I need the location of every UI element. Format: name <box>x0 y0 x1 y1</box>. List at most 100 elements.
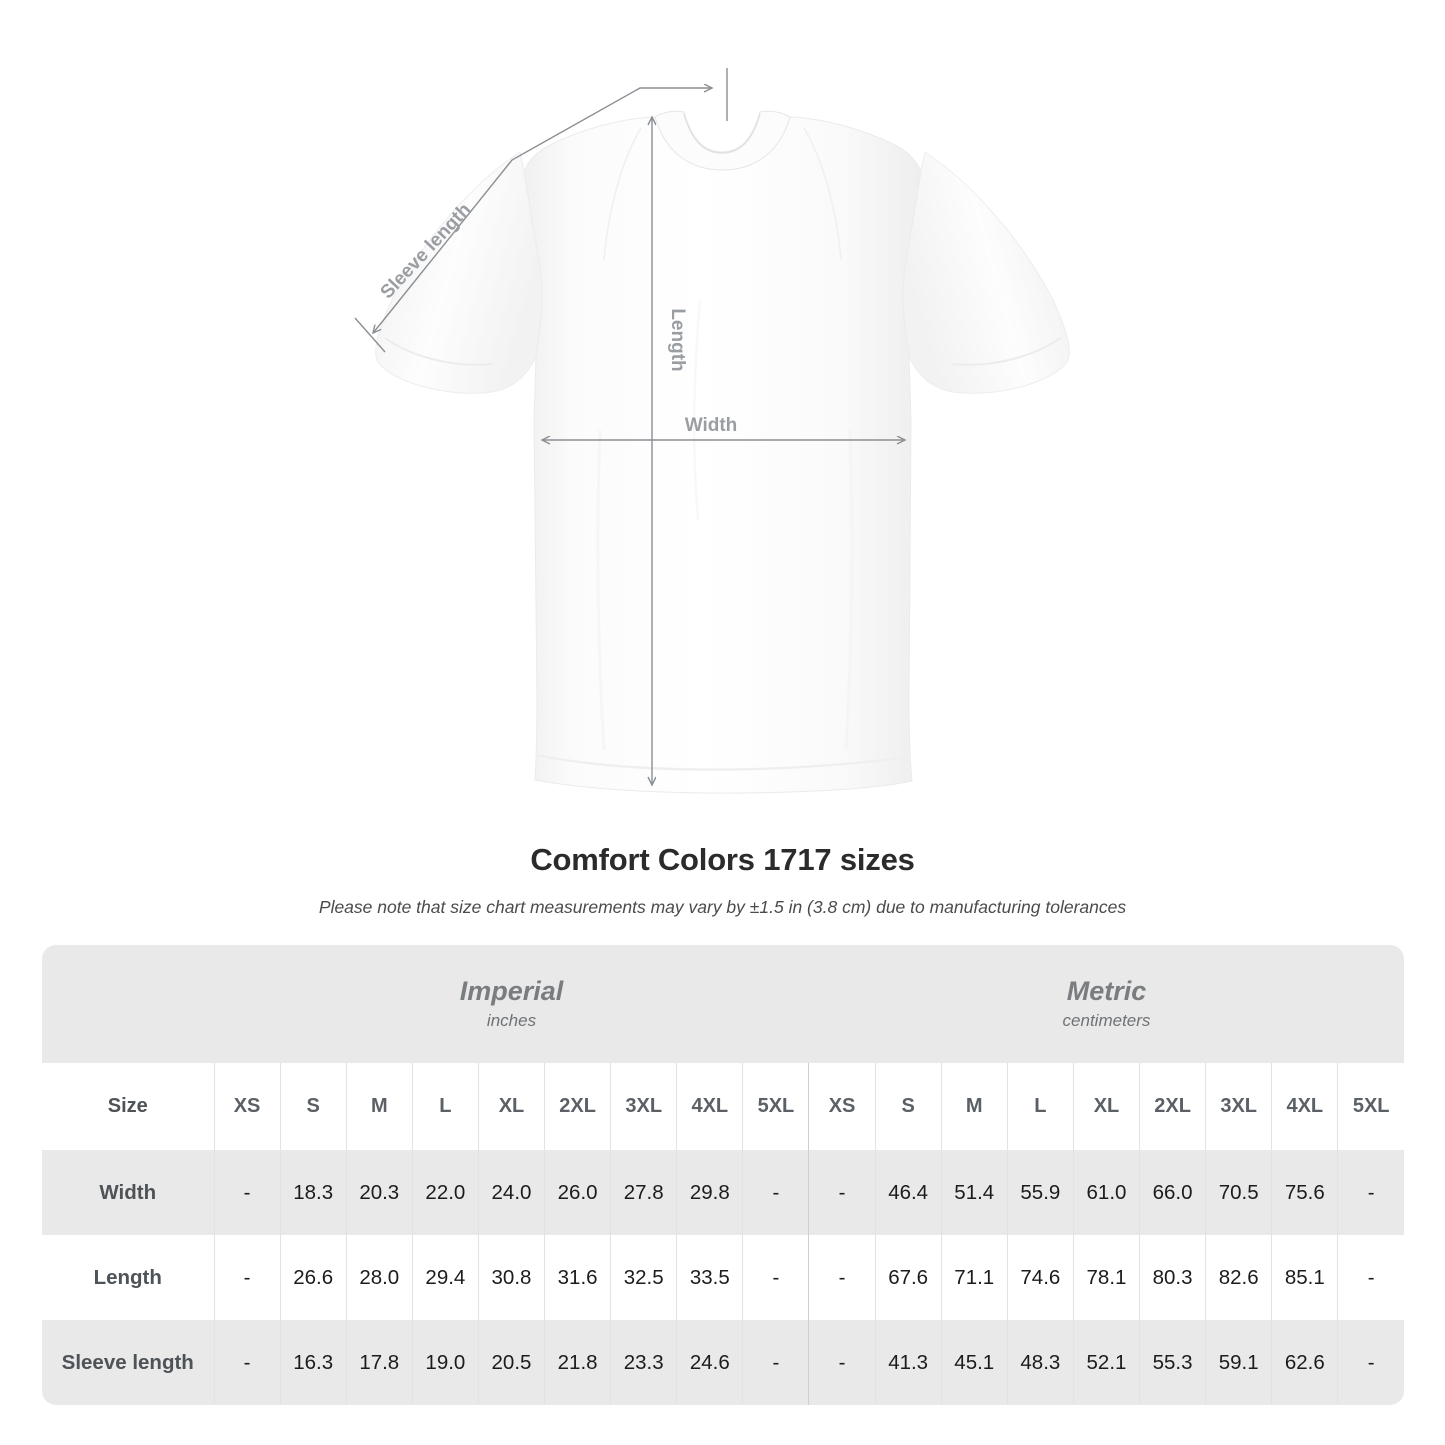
cell-sleeve-imp-m: 17.8 <box>345 1320 413 1405</box>
tolerance-note: Please note that size chart measurements… <box>318 897 1127 917</box>
header-cell-imp-m: M <box>345 1063 413 1150</box>
cell-length-imp-3xl: 32.5 <box>610 1235 677 1320</box>
cell-length-met-3xl: 82.6 <box>1205 1235 1272 1320</box>
header-cell-imp-s: S <box>279 1063 347 1150</box>
cell-width-imp-l: 22.0 <box>411 1150 479 1235</box>
cell-length-imp-m: 28.0 <box>345 1235 413 1320</box>
header-cell-met-2xl: 2XL <box>1139 1063 1206 1150</box>
header-cell-imp-4xl: 4XL <box>676 1063 743 1150</box>
shirt-body <box>523 116 922 794</box>
cell-sleeve-met-xs: - <box>808 1320 876 1405</box>
header-cell-size: Size <box>107 1095 148 1117</box>
page-title: Comfort Colors 1717 sizes <box>530 842 915 877</box>
cell-length-imp-2xl: 31.6 <box>544 1235 611 1320</box>
metric-unit-cell: Metric centimeters <box>809 945 1404 1063</box>
tshirt-garment <box>375 110 1070 794</box>
cell-width-met-xs: - <box>808 1150 876 1235</box>
cell-sleeve-met-4xl: 62.6 <box>1271 1320 1338 1405</box>
header-cell-met-3xl: 3XL <box>1205 1063 1272 1150</box>
cell-width-imp-m: 20.3 <box>345 1150 413 1235</box>
cell-width-imp-s: 18.3 <box>279 1150 347 1235</box>
cell-width-met-xl: 61.0 <box>1072 1150 1140 1235</box>
measurement-annotations <box>354 68 905 785</box>
cell-width-imp-3xl: 27.8 <box>610 1150 677 1235</box>
header-cell-met-5xl: 5XL <box>1337 1063 1404 1150</box>
cell-length-met-xs: - <box>808 1235 876 1320</box>
cell-sleeve-met-s: 41.3 <box>874 1320 942 1405</box>
cell-width-met-2xl: 66.0 <box>1139 1150 1206 1235</box>
cell-length-met-4xl: 85.1 <box>1271 1235 1338 1320</box>
width-label: Width <box>685 415 738 436</box>
cell-sleeve-imp-2xl: 21.8 <box>544 1320 611 1405</box>
size-header-row: Size XS S M L XL 2XL 3XL 4XL 5XL XS S M … <box>42 1063 1404 1150</box>
sleeve-length-arrow <box>373 88 712 333</box>
cell-width-imp-2xl: 26.0 <box>544 1150 611 1235</box>
cell-width-met-3xl: 70.5 <box>1205 1150 1272 1235</box>
header-cell-met-xs: XS <box>808 1063 876 1150</box>
header-cell-met-s: S <box>874 1063 942 1150</box>
unit-band-row: Imperial inches Metric centimeters <box>42 945 1404 1063</box>
imperial-unit-name: Imperial <box>459 976 564 1006</box>
cell-width-imp-4xl: 29.8 <box>676 1150 743 1235</box>
cell-length-met-xl: 78.1 <box>1072 1235 1140 1320</box>
cell-length-met-5xl: - <box>1337 1235 1404 1320</box>
header-cell-met-xl: XL <box>1072 1063 1140 1150</box>
fold-1 <box>596 429 606 751</box>
size-chart-table: Imperial inches Metric centimeters Size … <box>42 945 1404 1405</box>
header-cell-imp-l: L <box>411 1063 479 1150</box>
cell-sleeve-met-2xl: 55.3 <box>1139 1320 1206 1405</box>
table-row: Sleeve length - 16.3 17.8 19.0 20.5 21.8… <box>42 1320 1404 1405</box>
imperial-unit-cell: Imperial inches <box>214 945 809 1063</box>
cell-sleeve-imp-3xl: 23.3 <box>610 1320 677 1405</box>
cell-length-imp-xl: 30.8 <box>477 1235 545 1320</box>
right-shoulder-seam <box>803 127 842 261</box>
header-cell-met-m: M <box>940 1063 1008 1150</box>
cell-sleeve-imp-l: 19.0 <box>411 1320 479 1405</box>
title-block: Comfort Colors 1717 sizes Please note th… <box>0 840 1445 918</box>
cell-length-imp-xs: - <box>213 1235 281 1320</box>
row-label-sleeve-length: Sleeve length <box>61 1350 194 1374</box>
unit-band-spacer <box>42 945 214 1063</box>
header-cell-met-l: L <box>1006 1063 1074 1150</box>
fold-2 <box>844 429 854 751</box>
size-chart-table-wrap: Imperial inches Metric centimeters Size … <box>42 945 1404 1405</box>
table-row: Length - 26.6 28.0 29.4 30.8 31.6 32.5 3… <box>42 1235 1404 1320</box>
cell-length-imp-4xl: 33.5 <box>676 1235 743 1320</box>
cell-sleeve-imp-s: 16.3 <box>279 1320 347 1405</box>
sleeve-start-tick <box>354 317 386 353</box>
right-sleeve-hem <box>952 337 1061 366</box>
cell-sleeve-met-3xl: 59.1 <box>1205 1320 1272 1405</box>
cell-width-met-5xl: - <box>1337 1150 1404 1235</box>
cell-sleeve-met-m: 45.1 <box>940 1320 1008 1405</box>
bottom-hem <box>535 753 911 771</box>
header-cell-imp-2xl: 2XL <box>544 1063 611 1150</box>
cell-length-met-s: 67.6 <box>874 1235 942 1320</box>
header-cell-met-4xl: 4XL <box>1271 1063 1338 1150</box>
header-cell-imp-3xl: 3XL <box>610 1063 677 1150</box>
length-label: Length <box>667 308 688 371</box>
header-cell-imp-xl: XL <box>477 1063 545 1150</box>
row-label-width: Width <box>99 1180 157 1204</box>
cell-sleeve-met-xl: 52.1 <box>1072 1320 1140 1405</box>
metric-unit-name: Metric <box>1066 976 1147 1006</box>
cell-width-met-s: 46.4 <box>874 1150 942 1235</box>
row-label-length: Length <box>93 1265 162 1289</box>
right-sleeve <box>899 151 1070 394</box>
cell-sleeve-met-l: 48.3 <box>1006 1320 1074 1405</box>
cell-sleeve-imp-xl: 20.5 <box>477 1320 545 1405</box>
header-cell-imp-xs: XS <box>213 1063 281 1150</box>
cell-length-met-m: 71.1 <box>940 1235 1008 1320</box>
cell-sleeve-imp-5xl: - <box>742 1320 809 1405</box>
cell-length-imp-5xl: - <box>742 1235 809 1320</box>
cell-width-imp-5xl: - <box>742 1150 809 1235</box>
cell-width-met-l: 55.9 <box>1006 1150 1074 1235</box>
tshirt-illustration: Sleeve length Length Width <box>354 68 1070 794</box>
cell-width-met-4xl: 75.6 <box>1271 1150 1338 1235</box>
table-row: Width - 18.3 20.3 22.0 24.0 26.0 27.8 29… <box>42 1150 1404 1235</box>
cell-width-met-m: 51.4 <box>940 1150 1008 1235</box>
imperial-unit-sub: inches <box>486 1011 537 1030</box>
cell-width-imp-xl: 24.0 <box>477 1150 545 1235</box>
cell-sleeve-imp-xs: - <box>213 1320 281 1405</box>
header-cell-imp-5xl: 5XL <box>742 1063 809 1150</box>
left-sleeve-hem <box>384 337 493 366</box>
